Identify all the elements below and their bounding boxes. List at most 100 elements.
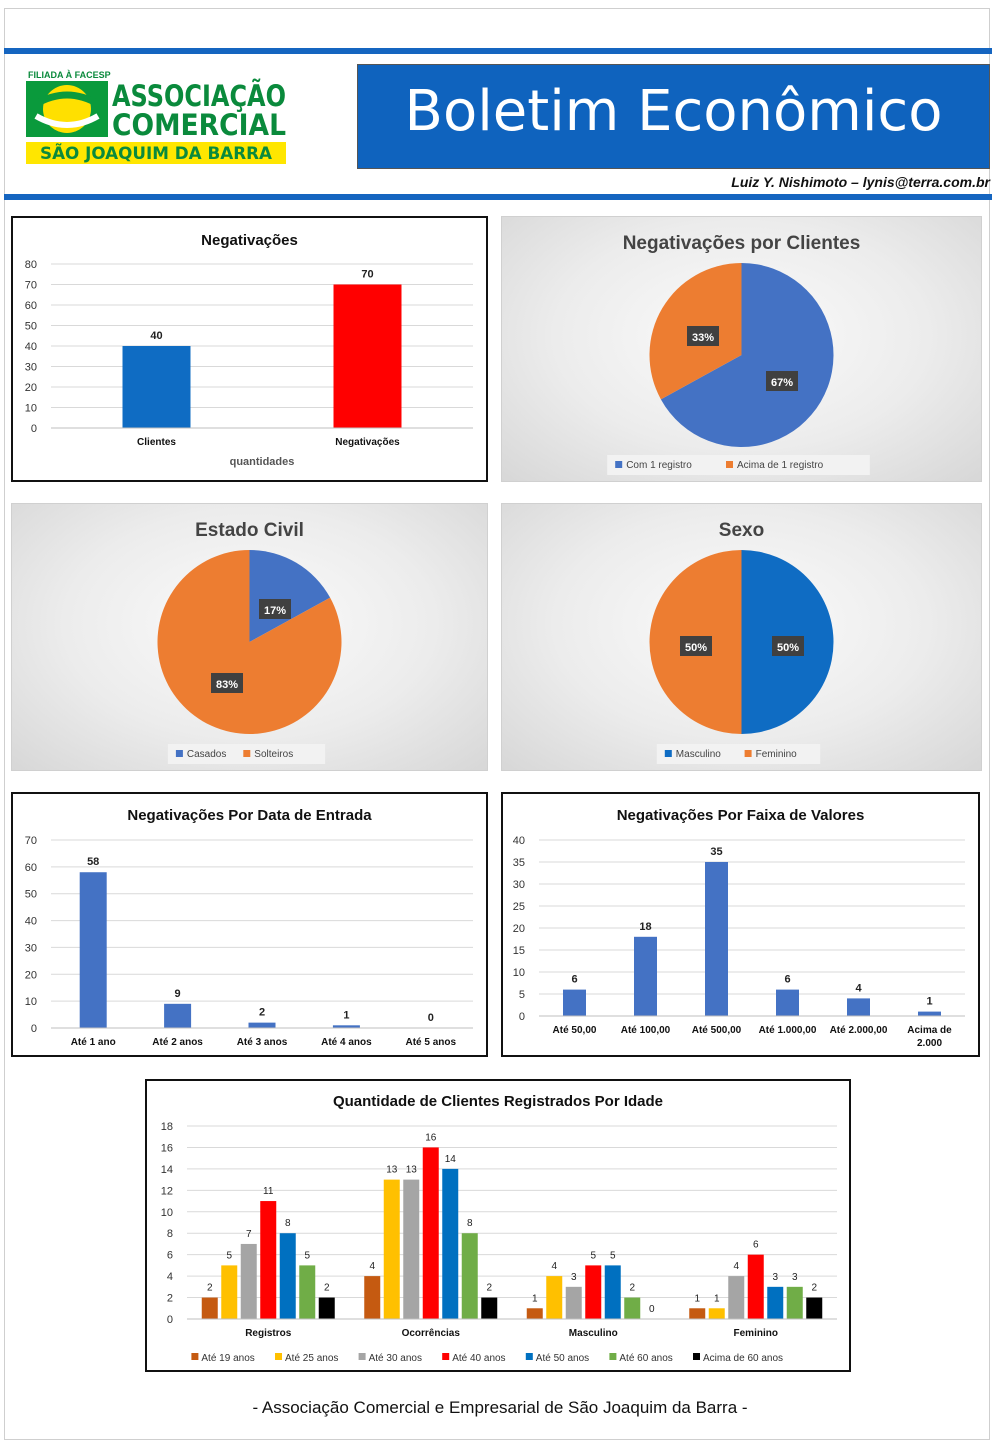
logo-line2: COMERCIAL — [112, 108, 286, 142]
y-tick-label: 35 — [513, 857, 525, 869]
chart-data-de-entrada-svg: Negativações Por Data de Entrada01020304… — [25, 807, 473, 1048]
x-tick-label: Até 50,00 — [553, 1025, 597, 1036]
x-tick-label: Até 5 anos — [406, 1037, 457, 1048]
chart-title: Estado Civil — [195, 520, 304, 541]
y-tick-label: 16 — [161, 1142, 173, 1154]
data-label: 2 — [207, 1283, 213, 1294]
data-label: 9 — [175, 988, 181, 1000]
data-label: 16 — [425, 1132, 437, 1143]
title-banner: Boletim Econômico — [357, 64, 990, 169]
y-tick-label: 8 — [167, 1228, 173, 1240]
chart-data-de-entrada: Negativações Por Data de Entrada 0 10 20 30 4… — [11, 792, 488, 1057]
bar — [481, 1297, 498, 1319]
y-tick-label: 60 — [25, 862, 37, 874]
legend-item: Até 25 anos — [285, 1353, 338, 1364]
y-tick-label: 2 — [167, 1293, 173, 1305]
data-label: 8 — [285, 1218, 291, 1229]
bar — [164, 1003, 192, 1028]
bar — [422, 1147, 439, 1319]
chart-negativacoes-svg: Negativações 0 10 20 30 40 50 60 70 80 Clientes 40 N… — [25, 232, 473, 468]
data-label: 1 — [343, 1009, 349, 1021]
y-tick-label: 30 — [513, 879, 525, 891]
y-tick-label: 10 — [25, 403, 37, 415]
bar — [383, 1179, 400, 1319]
chart-faixa-de-valores-svg: Negativações Por Faixa de Valores 0 5 10 15 2… — [513, 807, 965, 1049]
bottom-rule — [4, 194, 992, 200]
y-tick-label: 10 — [513, 967, 525, 979]
legend-item: Acima de 1 registro — [737, 460, 824, 471]
data-label: 2 — [259, 1007, 265, 1019]
x-tick-label: Acima de 2.000 — [907, 1025, 952, 1049]
chart-sexo-svg: Sexo 50% 50% Masculino Feminino — [649, 520, 834, 764]
bar — [332, 1025, 360, 1028]
x-tick-label: Até 100,00 — [621, 1025, 671, 1036]
data-label: 70 — [361, 269, 373, 281]
x-tick-label: Ocorrências — [402, 1328, 461, 1339]
chart-sexo: Sexo 50% 50% Masculino Feminino — [501, 503, 982, 771]
bar — [563, 989, 586, 1016]
chart-por-idade: Quantidade de Clientes Registrados Por I… — [145, 1079, 851, 1372]
chart-title: Quantidade de Clientes Registrados Por I… — [333, 1093, 663, 1110]
bar — [918, 1011, 941, 1016]
legend-swatch — [693, 1353, 700, 1360]
data-label: 3 — [571, 1272, 577, 1283]
data-label: 40 — [150, 330, 162, 342]
bar — [299, 1265, 316, 1319]
x-tick-label: Até 500,00 — [692, 1025, 742, 1036]
y-tick-label: 40 — [513, 835, 525, 847]
legend-item: Solteiros — [254, 749, 293, 760]
chart-negativacoes: Negativações 0 10 20 30 40 50 60 70 80 Clientes 40 N… — [11, 216, 488, 482]
bar — [201, 1297, 218, 1319]
legend-swatch — [191, 1353, 199, 1360]
y-tick-label: 20 — [25, 969, 37, 981]
pie-slice — [660, 263, 834, 447]
legend-swatch — [664, 750, 672, 757]
data-label: 1 — [532, 1293, 538, 1304]
bar — [776, 989, 799, 1016]
bar — [240, 1243, 257, 1319]
pie-label-box — [211, 673, 243, 693]
bar — [279, 1233, 296, 1319]
data-label: 2 — [811, 1283, 817, 1294]
legend-item: Até 50 anos — [536, 1353, 589, 1364]
data-label: 13 — [406, 1165, 418, 1176]
data-label: 18 — [639, 921, 651, 933]
legend-swatch — [358, 1353, 366, 1360]
legend-swatch — [744, 750, 752, 757]
x-tick-label: Masculino — [569, 1328, 618, 1339]
legend-swatch — [726, 461, 733, 468]
legend-swatch — [275, 1353, 282, 1360]
y-tick-label: 0 — [167, 1314, 173, 1326]
legend-swatch — [442, 1353, 450, 1360]
data-label: 11 — [263, 1186, 274, 1197]
top-rule — [4, 48, 992, 54]
y-tick-label: 40 — [25, 916, 37, 928]
legend-item: Até 19 anos — [201, 1353, 254, 1364]
y-tick-label: 20 — [513, 923, 525, 935]
legend-item: Até 60 anos — [619, 1353, 672, 1364]
x-tick-label: Até 1.000,00 — [759, 1025, 817, 1036]
bar — [604, 1265, 621, 1319]
data-label: 2 — [629, 1283, 635, 1294]
data-label: 13 — [386, 1165, 398, 1176]
pie-label-box — [687, 326, 719, 346]
data-label: 5 — [226, 1250, 232, 1261]
y-tick-label: 50 — [25, 321, 37, 333]
bar — [546, 1276, 563, 1319]
data-label: 1 — [694, 1293, 700, 1304]
bar — [333, 284, 402, 428]
legend-swatch — [615, 461, 623, 468]
bar — [364, 1276, 381, 1319]
data-label: 6 — [784, 974, 790, 986]
bar — [689, 1308, 706, 1319]
chart-title: Negativações Por Faixa de Valores — [617, 807, 865, 824]
chart-title: Negativações por Clientes — [623, 233, 861, 254]
pie-label: 33% — [692, 332, 714, 344]
y-tick-label: 14 — [161, 1164, 173, 1176]
logo-banner-text: SÃO JOAQUIM DA BARRA — [40, 141, 273, 164]
legend-background — [656, 744, 821, 764]
pie-label: 67% — [771, 377, 793, 389]
y-tick-label: 30 — [25, 942, 37, 954]
y-tick-label: 0 — [31, 423, 37, 435]
legend-background — [607, 455, 870, 475]
